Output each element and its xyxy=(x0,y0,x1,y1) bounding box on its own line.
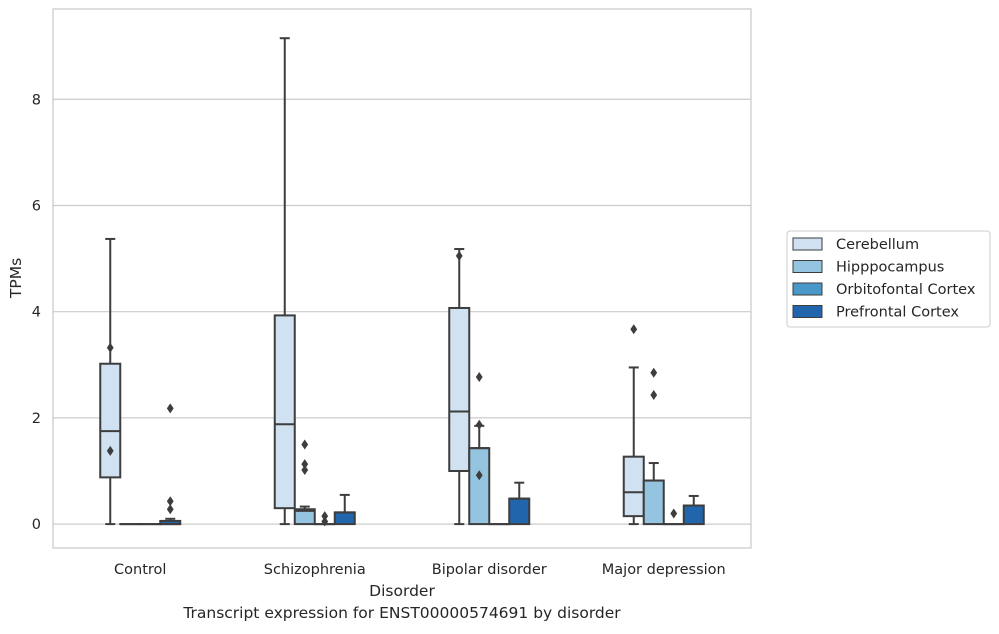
box-prefrontal-cortex-1 xyxy=(333,493,356,526)
outlier-point xyxy=(455,250,463,261)
x-axis: Control Schizophrenia Bipolar disorder Majo… xyxy=(114,562,726,578)
box-hipppocampus-1 xyxy=(293,439,316,526)
box-body xyxy=(642,479,665,526)
box-body xyxy=(333,511,356,526)
outlier-point xyxy=(166,496,174,507)
y-tick-label: 0 xyxy=(32,517,41,533)
outlier-point xyxy=(670,508,678,519)
y-tick-label: 2 xyxy=(32,411,41,427)
y-tick-label: 6 xyxy=(32,198,41,214)
box-body xyxy=(448,306,471,472)
x-tick-label: Major depression xyxy=(602,562,726,578)
legend-swatch xyxy=(792,282,823,296)
outlier-point xyxy=(301,459,309,470)
y-axis: 0 2 4 6 8 xyxy=(32,92,41,533)
figure-caption: Transcript expression for ENST0000057469… xyxy=(183,604,621,622)
box-hipppocampus-3 xyxy=(642,367,665,526)
x-tick-label: Control xyxy=(114,562,166,578)
box-body xyxy=(468,447,491,526)
legend-label: Hipppocampus xyxy=(836,260,944,276)
box-body xyxy=(682,504,705,526)
box-cerebellum-3 xyxy=(622,324,645,526)
outlier-point xyxy=(650,390,658,401)
outlier-point xyxy=(475,419,483,430)
y-tick-label: 8 xyxy=(32,92,41,108)
outlier-point xyxy=(475,470,483,481)
plot-frame xyxy=(52,8,752,549)
box-prefrontal-cortex-0 xyxy=(159,403,182,526)
x-axis-label: Disorder xyxy=(369,582,435,600)
outlier-point xyxy=(630,324,638,335)
outlier-point xyxy=(106,342,114,353)
legend-swatch xyxy=(792,260,823,273)
x-tick-label: Schizophrenia xyxy=(264,562,366,578)
outlier-point xyxy=(106,445,114,456)
outlier-point xyxy=(650,367,658,378)
y-tick-label: 4 xyxy=(32,305,41,321)
legend-label: Orbitofontal Cortex xyxy=(836,282,976,298)
box-cerebellum-0 xyxy=(99,237,122,526)
legend-label: Prefrontal Cortex xyxy=(836,305,959,321)
outlier-point xyxy=(166,403,174,414)
grid-lines xyxy=(53,98,751,525)
box-orbitofontal-cortex-1 xyxy=(313,511,336,527)
box-body xyxy=(273,314,296,510)
outlier-point xyxy=(301,464,309,475)
y-axis-label: TPMs xyxy=(7,258,25,299)
box-hipppocampus-2 xyxy=(468,372,491,526)
box-orbitofontal-cortex-3 xyxy=(662,508,685,526)
box-prefrontal-cortex-3 xyxy=(682,494,705,526)
legend-swatch xyxy=(792,237,823,251)
box-body xyxy=(99,362,122,479)
box-body xyxy=(622,455,645,518)
plot-area xyxy=(99,37,705,527)
box-cerebellum-1 xyxy=(273,37,296,526)
box-body xyxy=(508,497,531,526)
legend: Cerebellum Hipppocampus Orbitofontal Corte… xyxy=(786,230,991,328)
outlier-point xyxy=(475,372,483,383)
outlier-point xyxy=(321,516,329,527)
legend-frame xyxy=(786,230,991,328)
outlier-point xyxy=(301,439,309,450)
box-cerebellum-2 xyxy=(448,248,471,526)
legend-swatch xyxy=(792,305,823,318)
legend-label: Cerebellum xyxy=(836,237,919,253)
outlier-point xyxy=(321,511,329,522)
box-prefrontal-cortex-2 xyxy=(508,481,531,526)
box-body xyxy=(293,508,316,526)
outlier-point xyxy=(166,504,174,515)
x-tick-label: Bipolar disorder xyxy=(432,562,547,578)
